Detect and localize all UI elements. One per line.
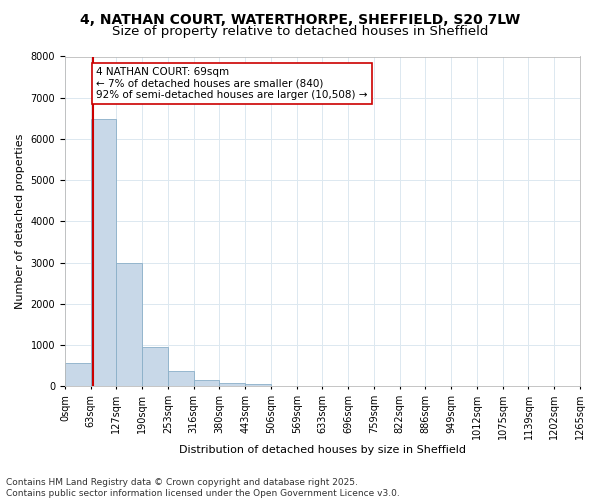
Text: Contains HM Land Registry data © Crown copyright and database right 2025.
Contai: Contains HM Land Registry data © Crown c… bbox=[6, 478, 400, 498]
Bar bbox=[91, 119, 116, 386]
X-axis label: Distribution of detached houses by size in Sheffield: Distribution of detached houses by size … bbox=[179, 445, 466, 455]
Bar bbox=[168, 372, 194, 386]
Bar bbox=[245, 384, 271, 386]
Y-axis label: Number of detached properties: Number of detached properties bbox=[15, 134, 25, 309]
Bar bbox=[142, 346, 168, 387]
Bar bbox=[65, 363, 91, 386]
Text: 4, NATHAN COURT, WATERTHORPE, SHEFFIELD, S20 7LW: 4, NATHAN COURT, WATERTHORPE, SHEFFIELD,… bbox=[80, 12, 520, 26]
Bar bbox=[194, 380, 220, 386]
Bar bbox=[116, 264, 142, 386]
Text: Size of property relative to detached houses in Sheffield: Size of property relative to detached ho… bbox=[112, 25, 488, 38]
Bar bbox=[220, 382, 245, 386]
Text: 4 NATHAN COURT: 69sqm
← 7% of detached houses are smaller (840)
92% of semi-deta: 4 NATHAN COURT: 69sqm ← 7% of detached h… bbox=[96, 67, 368, 100]
